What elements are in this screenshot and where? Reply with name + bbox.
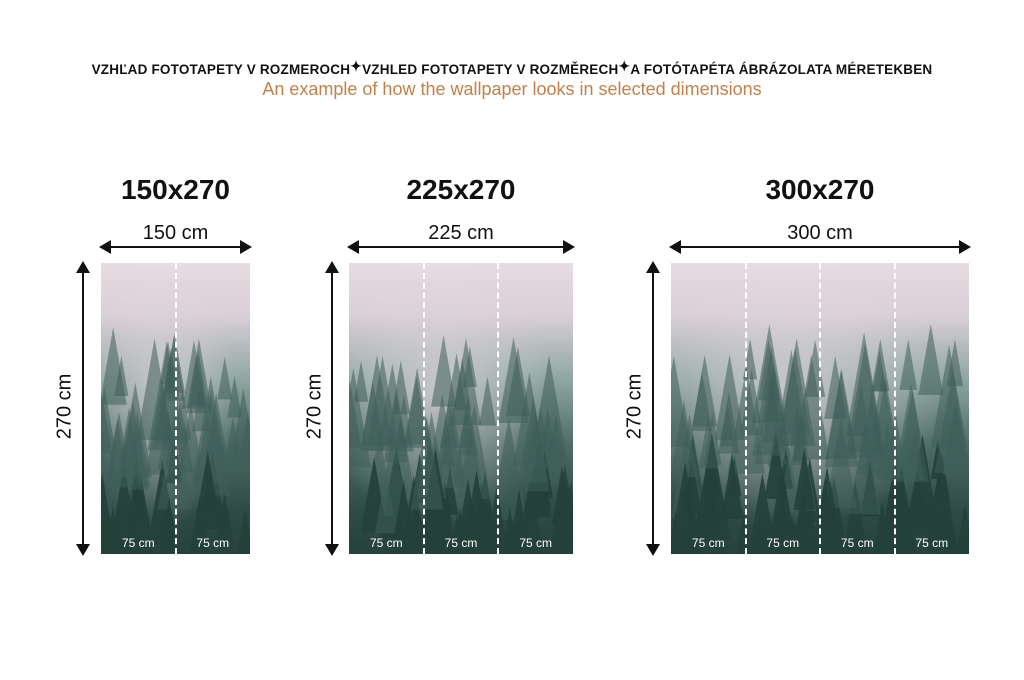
strip-width-label: 75 cm: [691, 536, 725, 550]
width-label: 150 cm: [142, 222, 209, 244]
strip-width-label: 75 cm: [519, 536, 552, 550]
strip-seam: [893, 263, 896, 554]
wallpaper-preview: 75 cm 75 cm 75 cm 75 cm: [671, 263, 969, 554]
strip-width-label: 75 cm: [121, 536, 155, 550]
header-languages: VZHĽAD FOTOTAPETY V ROZMEROCH✦VZHLED FOT…: [0, 58, 1024, 77]
height-arrow: [646, 261, 660, 556]
height-label: 270 cm: [303, 373, 326, 440]
height-arrow: [76, 261, 90, 556]
forest-trees: [671, 324, 969, 554]
strip-width-label: 75 cm: [196, 536, 230, 550]
sparkle-icon: ✦: [618, 58, 631, 74]
forest-trees: [349, 335, 573, 554]
variant-title: 225x270: [406, 174, 516, 205]
width-label: 225 cm: [428, 222, 494, 244]
strip-width-label: 75 cm: [766, 536, 800, 550]
variant-title: 300x270: [765, 174, 875, 205]
height-label: 270 cm: [623, 373, 646, 440]
width-label: 300 cm: [787, 222, 853, 244]
sparkle-icon: ✦: [350, 58, 363, 74]
width-arrow: [347, 240, 575, 254]
wallpaper-preview: 75 cm 75 cm 75 cm: [349, 263, 573, 554]
width-arrow: [669, 240, 971, 254]
subtitle: An example of how the wallpaper looks in…: [262, 79, 762, 99]
strip-width-label: 75 cm: [840, 536, 874, 550]
height-label: 270 cm: [53, 373, 76, 440]
strip-seam: [174, 263, 177, 554]
strip-seam: [744, 263, 747, 554]
strip-seam: [497, 263, 500, 554]
header-hu: A FOTÓTAPÉTA ÁBRÁZOLATA MÉRETEKBEN: [630, 62, 933, 77]
width-arrow: [99, 240, 252, 254]
strip-seam: [422, 263, 425, 554]
height-arrow: [325, 261, 339, 556]
wallpaper-preview: 75 cm 75 cm: [101, 263, 250, 554]
variant-title: 150x270: [120, 174, 230, 205]
strip-width-label: 75 cm: [444, 536, 478, 550]
strip-width-label: 75 cm: [915, 536, 949, 550]
strip-seam: [819, 263, 821, 554]
strip-width-label: 75 cm: [369, 536, 403, 550]
header-cz: VZHLED FOTOTAPETY V ROZMĚRECH: [362, 62, 619, 77]
header-sk: VZHĽAD FOTOTAPETY V ROZMEROCH: [91, 62, 351, 77]
